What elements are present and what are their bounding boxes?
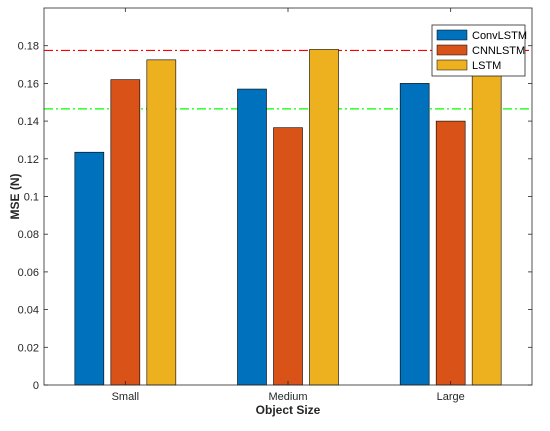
legend-label-convlstm: ConvLSTM bbox=[472, 30, 527, 42]
legend-swatch-convlstm bbox=[436, 29, 468, 41]
bar-lstm-medium bbox=[309, 49, 339, 386]
bar-cnnlstm-medium bbox=[273, 127, 303, 386]
y-tick-label: 0.1 bbox=[24, 192, 39, 204]
legend-swatch-cnnlstm bbox=[436, 44, 468, 56]
bar-lstm-small bbox=[146, 59, 177, 386]
x-axis-title: Object Size bbox=[256, 403, 321, 417]
bar-convlstm-small bbox=[74, 151, 105, 386]
y-tick-label: 0.12 bbox=[18, 154, 39, 166]
bar-convlstm-large bbox=[399, 83, 430, 386]
x-tick-label: Small bbox=[112, 391, 140, 403]
x-tick-label: Medium bbox=[268, 391, 307, 403]
y-tick-label: 0.02 bbox=[18, 342, 39, 354]
bar-cnnlstm-small bbox=[110, 79, 141, 386]
legend: ConvLSTM CNNLSTM LSTM bbox=[431, 24, 527, 77]
y-tick-label: 0.06 bbox=[18, 267, 39, 279]
legend-swatch-lstm bbox=[436, 59, 468, 71]
y-tick-label: 0.04 bbox=[18, 305, 39, 317]
x-tick-label: Large bbox=[437, 391, 465, 403]
legend-label-cnnlstm: CNNLSTM bbox=[472, 45, 525, 57]
y-tick-label: 0.14 bbox=[18, 116, 39, 128]
bar-cnnlstm-large bbox=[435, 120, 466, 386]
y-tick-label: 0.18 bbox=[18, 41, 39, 53]
y-tick-label: 0.08 bbox=[18, 229, 39, 241]
bar-convlstm-medium bbox=[237, 88, 267, 386]
legend-label-lstm: LSTM bbox=[472, 60, 501, 72]
y-axis-title: MSE (N) bbox=[8, 174, 22, 220]
bar-lstm-large bbox=[471, 43, 502, 386]
y-tick-label: 0.16 bbox=[18, 78, 39, 90]
y-tick-label: 0 bbox=[33, 380, 39, 392]
